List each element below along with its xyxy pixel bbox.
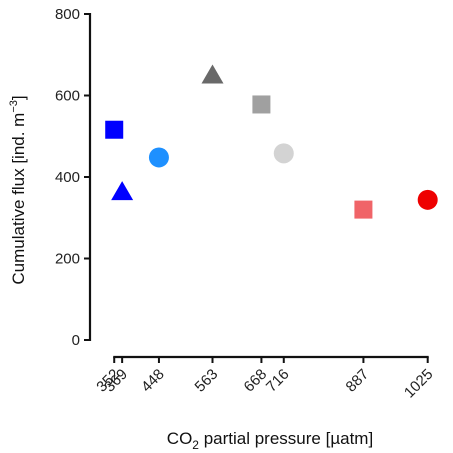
y-tick-label: 0 xyxy=(72,332,80,349)
data-point-square xyxy=(354,200,373,219)
y-tick-label: 600 xyxy=(55,88,80,105)
y-tick-label: 800 xyxy=(55,6,80,23)
data-point-square xyxy=(252,95,271,114)
data-point-circle xyxy=(273,143,294,164)
y-axis-title: Cumulative flux [ind. m−3] xyxy=(8,95,28,284)
x-tick-label: 563 xyxy=(192,366,222,396)
x-tick-label: 716 xyxy=(263,366,293,396)
x-tick-label: 448 xyxy=(138,366,168,396)
data-point-triangle xyxy=(201,64,224,84)
data-point-triangle xyxy=(111,181,134,201)
y-tick-label: 400 xyxy=(55,169,80,186)
data-point-square xyxy=(105,120,124,139)
y-axis: 0 200 400 600 800 xyxy=(55,6,92,349)
y-tick-label: 200 xyxy=(55,251,80,268)
data-point-circle xyxy=(148,147,169,168)
x-axis-title: CO2 partial pressure [µatm] xyxy=(167,429,373,452)
x-tick-label: 1025 xyxy=(401,366,437,402)
x-tick-label: 887 xyxy=(343,366,373,396)
data-points xyxy=(105,64,438,219)
data-point-circle xyxy=(417,189,438,210)
